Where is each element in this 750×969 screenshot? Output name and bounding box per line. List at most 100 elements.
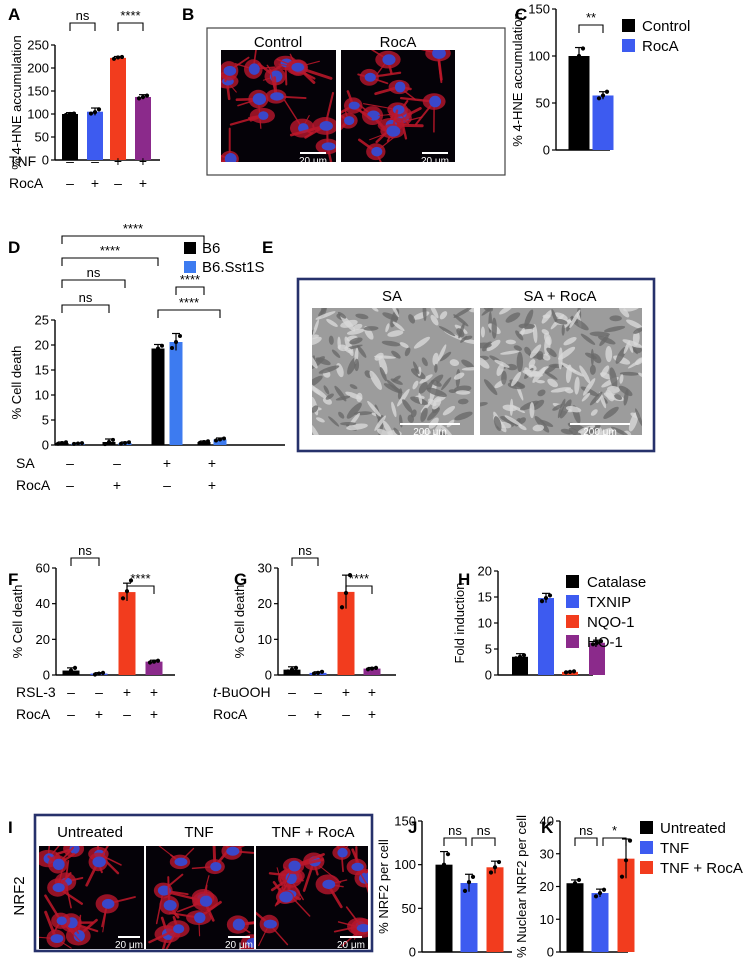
condition-label-roca: RocA — [16, 706, 51, 722]
data-point — [373, 665, 379, 670]
image-title: Control — [254, 34, 302, 51]
cell — [589, 364, 596, 375]
condition-sign: + — [342, 684, 350, 700]
cells — [256, 846, 368, 947]
legend-swatch — [640, 861, 653, 874]
cell — [402, 399, 413, 413]
cell — [393, 427, 401, 435]
data-point — [152, 349, 156, 354]
y-tick-label: 0 — [409, 945, 416, 960]
data-point — [311, 671, 317, 676]
legend-swatch — [640, 821, 653, 834]
cell — [449, 359, 460, 367]
cell — [528, 359, 536, 368]
cell — [349, 384, 358, 390]
data-point — [369, 666, 375, 671]
significance-bracket: ns — [69, 8, 96, 31]
cell — [418, 381, 428, 394]
panel-d-bars — [55, 332, 227, 447]
data-point — [604, 89, 610, 94]
significance-bracket: **** — [61, 221, 205, 244]
cell — [345, 391, 363, 400]
significance-bracket: ns — [61, 290, 110, 313]
significance-label: ns — [298, 543, 312, 558]
data-point — [572, 61, 578, 66]
nucleus — [199, 895, 213, 907]
bar — [145, 661, 163, 675]
panel-k-axes: 0 10 20 30 40 % Nuclear NRF2 per cell — [514, 814, 628, 960]
cell — [505, 339, 516, 345]
cell — [493, 416, 502, 432]
condition-sign: + — [368, 706, 376, 722]
significance-label: ns — [448, 823, 462, 838]
nucleus — [392, 105, 405, 115]
significance-label: **** — [130, 571, 150, 586]
data-point — [568, 884, 574, 889]
cells — [39, 846, 136, 949]
bracket-line — [175, 286, 205, 295]
cell — [363, 326, 379, 331]
nucleus — [364, 72, 376, 82]
cell — [374, 355, 397, 359]
y-tick-label: 20 — [258, 596, 272, 611]
cell — [410, 396, 429, 406]
cell — [349, 337, 363, 345]
cell — [433, 423, 442, 435]
y-tick-label: 0 — [547, 945, 554, 960]
data-point — [218, 437, 222, 442]
image-title: SA — [382, 288, 402, 305]
data-point — [597, 890, 603, 896]
nucleus — [279, 891, 293, 903]
data-point — [170, 345, 174, 350]
nucleus — [263, 919, 277, 929]
significance-bracket: ** — [578, 10, 604, 33]
cell — [412, 380, 419, 390]
bar — [110, 57, 126, 160]
legend-swatch — [566, 635, 579, 648]
bracket-line — [574, 837, 598, 846]
condition-sign: – — [66, 455, 74, 471]
nucleus — [321, 142, 336, 151]
panel-label-b: B — [182, 5, 194, 24]
cell — [404, 347, 411, 357]
cell — [518, 417, 527, 425]
panel-label-d: D — [8, 238, 20, 257]
data-point — [488, 870, 494, 875]
image-background — [312, 308, 474, 435]
data-point — [107, 440, 111, 444]
significance-label: ns — [477, 823, 491, 838]
cell — [480, 357, 490, 369]
scale-bar-label: 20 μm — [421, 156, 449, 167]
panel-g-bars — [283, 573, 381, 676]
nucleus — [50, 934, 64, 943]
cell — [381, 340, 401, 347]
data-point — [178, 334, 182, 339]
bar — [592, 95, 614, 150]
y-tick-label: 0 — [543, 143, 550, 158]
cell — [519, 328, 535, 335]
y-axis-label: % NRF2 per cell — [376, 839, 391, 934]
cell — [574, 376, 580, 395]
significance-label: **** — [100, 243, 120, 258]
cell — [622, 339, 642, 348]
nucleus — [371, 146, 383, 157]
legend-swatch — [184, 261, 196, 273]
nucleus — [73, 930, 85, 942]
cell — [486, 339, 501, 352]
data-point — [627, 838, 633, 843]
data-point — [60, 441, 64, 445]
cell — [480, 342, 492, 349]
y-tick-label: 40 — [540, 814, 554, 829]
data-point — [111, 437, 115, 442]
cell — [491, 317, 497, 339]
scale-bar-label: 200 μm — [583, 427, 617, 438]
legend-entry: TXNIP — [587, 594, 631, 611]
bar — [118, 592, 136, 675]
cell — [638, 372, 642, 378]
cell — [328, 335, 334, 345]
bar — [460, 883, 478, 952]
cell — [541, 329, 550, 335]
cell — [346, 402, 362, 419]
y-tick-label: 10 — [478, 616, 492, 631]
cell — [629, 343, 634, 353]
